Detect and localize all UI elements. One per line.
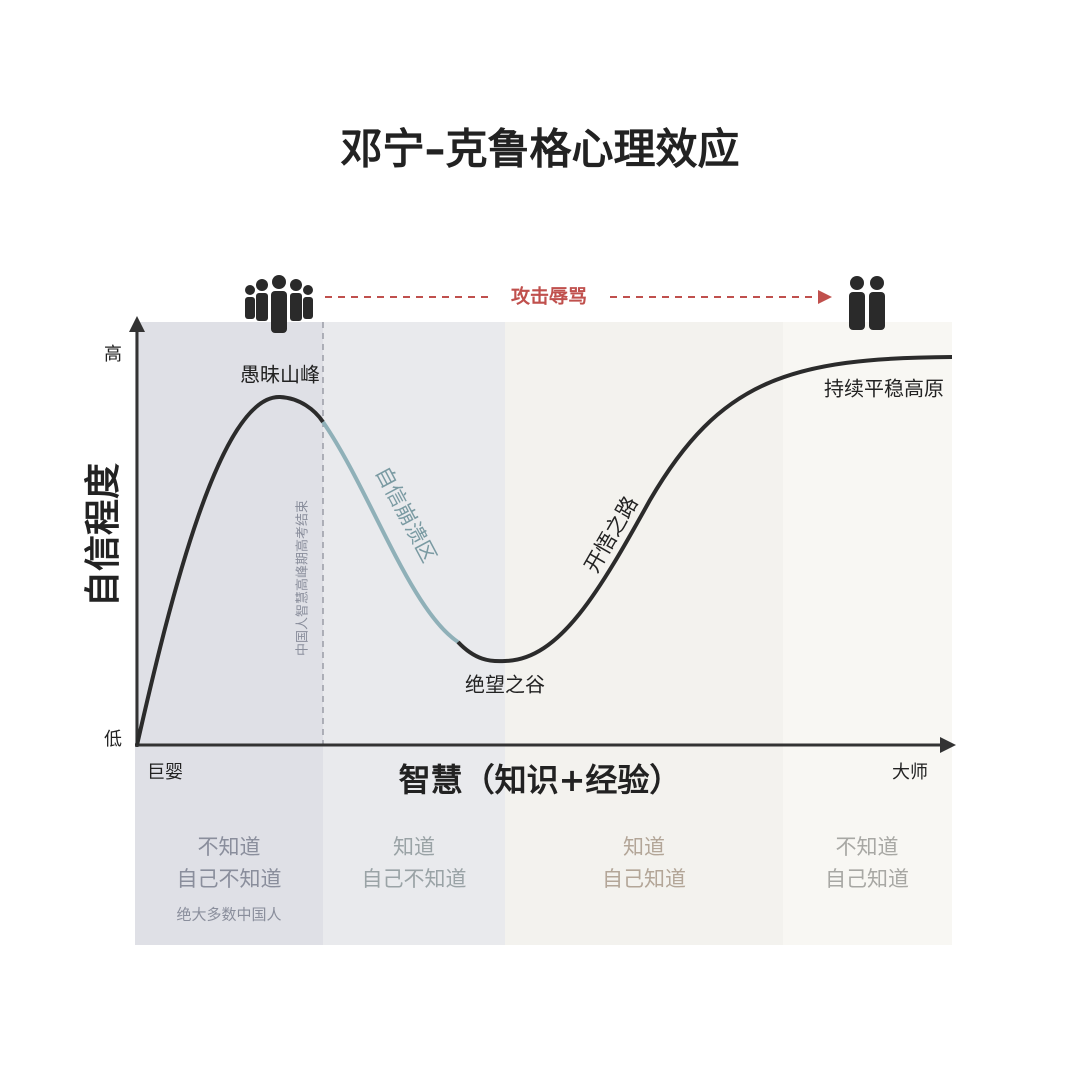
zone-note: 绝大多数中国人: [176, 906, 281, 924]
y-high: 高: [104, 344, 122, 365]
zone-text: 知道: [393, 835, 435, 859]
curve-label: 愚昧山峰: [240, 363, 320, 387]
axis-arrow: [940, 737, 956, 753]
x-end: 大师: [892, 762, 928, 783]
zone-band: [135, 322, 323, 945]
curve: [135, 394, 325, 746]
curve-label: 绝望之谷: [465, 673, 545, 697]
curve-collapse: [321, 420, 460, 644]
pair-icon: [849, 276, 885, 330]
curve-label: 持续平稳高原: [824, 377, 944, 401]
curve: [456, 355, 953, 664]
x-start: 巨婴: [147, 762, 183, 783]
x-axis-label: 智慧（知识+经验）: [399, 761, 682, 799]
zone-text: 自己知道: [602, 867, 686, 891]
zone-band: [323, 322, 505, 945]
axis-arrow: [129, 316, 145, 332]
title: 邓宁–克鲁格心理效应: [340, 125, 739, 174]
crowd-icon: [245, 275, 313, 333]
zone-band: [783, 322, 952, 945]
zone-text: 知道: [623, 835, 665, 859]
zone-text: 自己不知道: [362, 867, 467, 891]
zone-text: 不知道: [836, 835, 899, 859]
y-axis-label: 自信程度: [83, 463, 124, 607]
divider-note: 中国人智慧高峰期高考结束: [295, 500, 311, 656]
zone-band: [505, 322, 783, 945]
zone-text: 自己不知道: [177, 867, 282, 891]
arrow-head: [818, 290, 832, 304]
zone-text: 不知道: [198, 835, 261, 859]
y-low: 低: [104, 729, 122, 750]
arrow-label: 攻击辱骂: [511, 285, 587, 308]
zone-text: 自己知道: [825, 867, 909, 891]
